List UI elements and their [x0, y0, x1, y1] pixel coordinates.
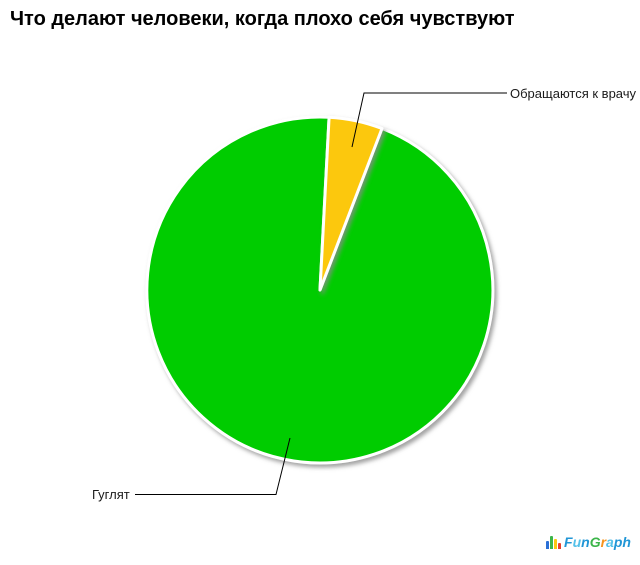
bar-chart-icon-bar — [554, 539, 557, 549]
fungraph-logo[interactable]: FunGraph — [546, 534, 631, 550]
bar-chart-icon-bar — [550, 536, 553, 549]
logo-letter: F — [564, 534, 573, 550]
logo-letter: u — [572, 534, 582, 550]
logo-letter: n — [581, 534, 590, 550]
logo-letter: h — [622, 534, 631, 550]
leader-line-doctor — [351, 92, 507, 148]
slice-label-doctor: Обращаются к врачу — [510, 86, 637, 101]
logo-letter: p — [613, 534, 623, 550]
pie-slice-doctor — [318, 115, 384, 292]
bar-chart-icon — [546, 534, 561, 550]
leader-line-google — [135, 437, 291, 495]
chart-title: Что делают человеки, когда плохо себя чу… — [10, 8, 515, 30]
logo-letter: G — [589, 534, 601, 550]
fungraph-logo-text: FunGraph — [564, 535, 631, 550]
logo-letter: a — [606, 534, 614, 550]
logo-letter: r — [600, 534, 607, 550]
bar-chart-icon-bar — [546, 541, 549, 549]
slice-label-google: Гуглят — [92, 487, 130, 502]
bar-chart-icon-bar — [558, 543, 561, 549]
